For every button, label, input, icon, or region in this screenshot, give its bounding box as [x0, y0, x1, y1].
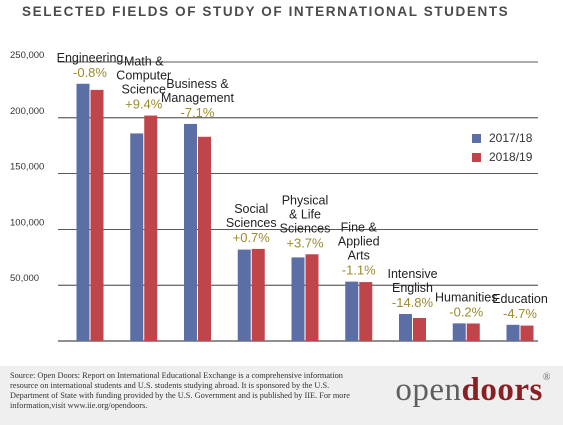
category-label: Sciences — [280, 221, 331, 235]
bar-2018-19 — [466, 323, 480, 341]
bar-2018-19 — [144, 115, 158, 342]
category-label: Education — [492, 292, 548, 306]
bar-2017-18 — [130, 133, 144, 341]
bar-2018-19 — [359, 282, 373, 341]
category-label: Social — [234, 202, 268, 216]
bar-2018-19 — [251, 248, 265, 341]
y-tick-label: 200,000 — [10, 106, 44, 117]
bar-2017-18 — [452, 323, 466, 341]
bar-2018-19 — [520, 325, 534, 341]
legend-label-2018: 2018/19 — [489, 150, 533, 164]
bar-2018-19 — [305, 254, 319, 341]
change-label: -0.2% — [449, 304, 483, 319]
bar-2017-18 — [399, 313, 412, 341]
legend-item-2018: 2018/19 — [472, 150, 532, 164]
bar-2017-18 — [291, 257, 305, 341]
bar-layer — [76, 83, 534, 342]
category-label: Fine & — [341, 221, 378, 235]
category-label: Humanities — [435, 290, 498, 304]
legend-label-2017: 2017/18 — [489, 131, 533, 145]
change-label: +9.4% — [125, 97, 163, 112]
bar-2017-18 — [76, 83, 90, 342]
opendoors-logo: opendoors® — [395, 372, 551, 409]
footer — [0, 366, 563, 425]
logo-text-open: open — [395, 372, 462, 408]
change-label: -1.1% — [342, 263, 376, 278]
category-label: Physical — [282, 193, 329, 207]
y-tick-label: 250,000 — [10, 50, 44, 61]
bar-2018-19 — [198, 136, 211, 341]
bar-2017-18 — [345, 281, 359, 341]
logo-text-doors: doors — [461, 372, 543, 408]
bar-2017-18 — [506, 324, 520, 341]
legend-swatch-2018 — [472, 153, 481, 162]
category-label: Business & — [166, 77, 229, 91]
category-label: Sciences — [226, 216, 277, 230]
bar-2017-18 — [184, 123, 197, 341]
bar-chart: 50,000 100,000 150,000 200,000 250,000 Engin… — [10, 50, 548, 342]
category-label: Computer — [116, 69, 171, 83]
legend-swatch-2017 — [472, 134, 481, 143]
bar-2018-19 — [90, 89, 104, 342]
category-label: Applied — [338, 235, 380, 249]
change-label: -0.8% — [73, 65, 107, 80]
category-label: English — [392, 281, 433, 295]
y-tick-label: 150,000 — [10, 162, 44, 173]
category-labels: Engineering-0.8% Math &ComputerScience+9.… — [57, 51, 548, 321]
y-axis-ticks: 50,000 100,000 150,000 200,000 250,000 — [10, 50, 44, 284]
y-tick-label: 50,000 — [10, 273, 39, 284]
change-label: -4.7% — [503, 306, 537, 321]
legend-item-2017: 2017/18 — [472, 131, 532, 145]
category-label: Management — [161, 91, 234, 105]
bar-2017-18 — [237, 249, 251, 341]
category-label: & Life — [289, 207, 321, 221]
category-label: Science — [122, 83, 167, 97]
y-tick-label: 100,000 — [10, 217, 44, 228]
category-label: Intensive — [387, 267, 437, 281]
bar-2018-19 — [413, 318, 426, 341]
category-label: Arts — [348, 249, 370, 263]
category-label: Math & — [124, 55, 164, 69]
change-label: -14.8% — [392, 295, 434, 310]
change-label: +0.7% — [233, 230, 271, 245]
change-label: +3.7% — [286, 235, 324, 250]
change-label: -7.1% — [181, 105, 215, 120]
source-note: Source: Open Doors: Report on Internatio… — [10, 371, 350, 410]
registered-mark: ® — [542, 372, 551, 383]
category-label: Engineering — [57, 51, 124, 65]
chart-title: SELECTED FIELDS OF STUDY OF INTERNATIONA… — [22, 4, 510, 19]
